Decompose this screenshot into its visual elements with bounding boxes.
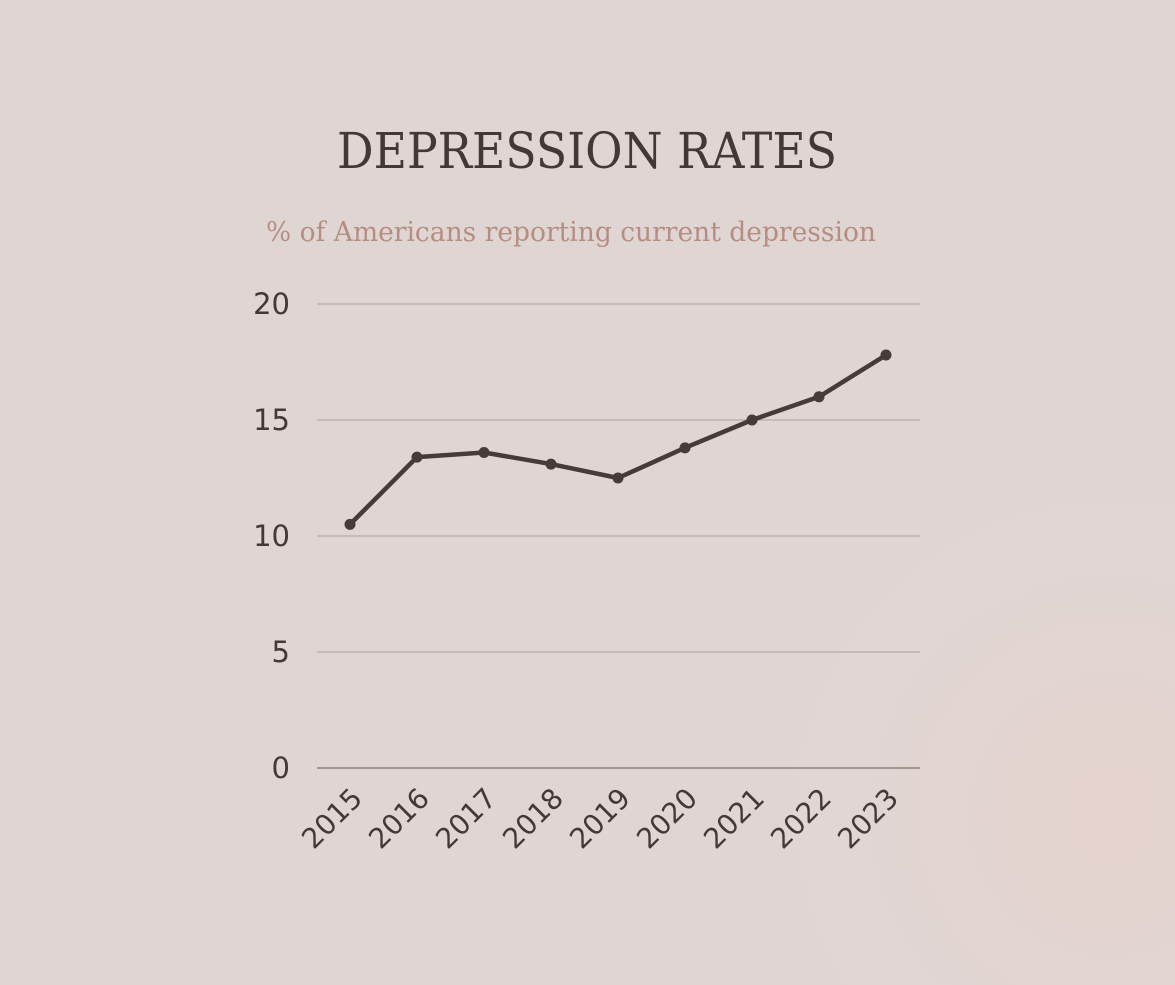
x-tick-label: 2023 [831,782,905,856]
data-point-2015 [344,518,356,530]
x-tick-label: 2019 [563,782,637,856]
series-group [344,349,892,530]
x-tick-label: 2015 [295,782,369,856]
y-tick-label: 0 [272,751,290,785]
chart-title: DEPRESSION RATES [337,122,837,180]
series-line [347,352,889,527]
y-tick-label: 10 [253,519,290,553]
data-point-2020 [679,442,691,454]
x-tick-label: 2017 [429,782,503,856]
data-point-2017 [478,446,490,458]
y-tick-label: 15 [253,403,290,437]
gridlines [317,303,920,769]
data-point-2022 [813,391,825,403]
y-tick-label: 5 [272,635,290,669]
data-point-2023 [880,349,892,361]
data-point-2019 [612,472,624,484]
x-tick-label: 2020 [630,782,704,856]
x-tick-label: 2018 [496,782,570,856]
y-axis-ticks: 0 5 10 15 20 [253,287,290,785]
data-point-2018 [545,458,557,470]
data-point-2021 [746,414,758,426]
x-tick-label: 2021 [697,782,771,856]
y-tick-label: 20 [253,287,290,321]
x-tick-label: 2016 [362,782,436,856]
x-tick-label: 2022 [764,782,838,856]
chart-subtitle: % of Americans reporting current depress… [266,217,876,248]
data-point-2016 [411,451,423,463]
